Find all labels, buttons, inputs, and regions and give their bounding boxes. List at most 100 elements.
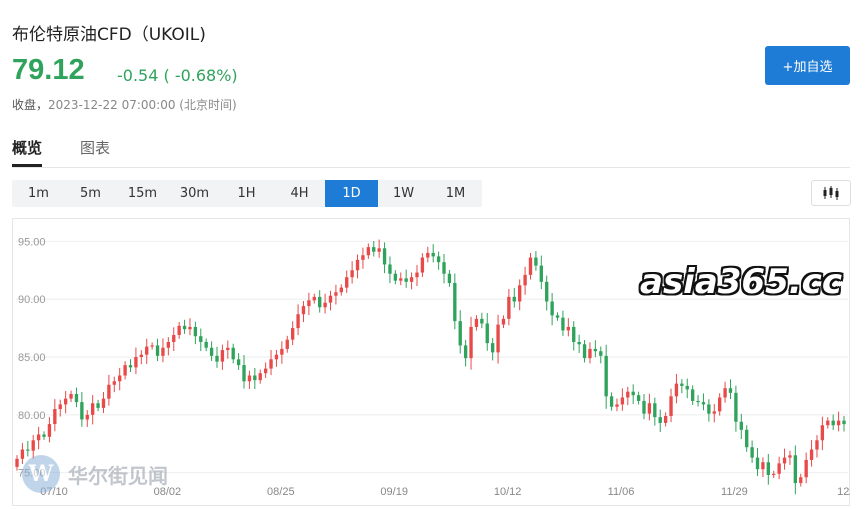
candle-body-133 bbox=[734, 392, 738, 422]
candle-body-2 bbox=[26, 449, 30, 451]
candle-body-77 bbox=[431, 252, 435, 257]
candle-body-39 bbox=[226, 347, 230, 351]
candle-body-98 bbox=[545, 281, 549, 302]
period-4h[interactable]: 4H bbox=[290, 186, 309, 201]
candle-body-3 bbox=[31, 440, 35, 451]
candle-body-4 bbox=[36, 434, 41, 441]
candle-body-99 bbox=[550, 301, 554, 316]
candle-body-67 bbox=[377, 248, 381, 252]
candle-body-104 bbox=[577, 341, 581, 345]
candle-body-140 bbox=[772, 473, 776, 475]
candle-body-100 bbox=[555, 315, 560, 318]
candle-body-31 bbox=[182, 325, 187, 330]
candle-body-126 bbox=[696, 400, 700, 403]
candle-body-72 bbox=[404, 278, 408, 282]
candle-body-43 bbox=[247, 375, 252, 382]
candle-body-136 bbox=[750, 447, 754, 458]
candle-body-148 bbox=[815, 440, 819, 450]
last-price: 79.12 bbox=[12, 54, 85, 86]
candle-body-120 bbox=[663, 415, 668, 423]
candle-body-41 bbox=[236, 359, 241, 366]
candle-body-55 bbox=[312, 296, 316, 301]
candle-body-25 bbox=[150, 345, 154, 347]
candle-body-78 bbox=[436, 256, 441, 263]
candle-body-83 bbox=[463, 345, 468, 359]
candle-body-142 bbox=[782, 457, 787, 464]
x-tick-label-3: 09/19 bbox=[380, 486, 408, 498]
candle-body-0 bbox=[15, 458, 19, 467]
period-selector: 1m 5m 15m 30m 1H 4H 1D 1W 1M bbox=[12, 180, 482, 207]
chart-type-button[interactable] bbox=[811, 180, 851, 206]
candle-body-52 bbox=[296, 314, 300, 329]
candle-body-150 bbox=[826, 420, 830, 426]
quote-meta: 收盘，2023-12-22 07:00:00 (北京时间) bbox=[12, 96, 237, 113]
candle-body-87 bbox=[485, 323, 489, 344]
add-watchlist-button[interactable]: +加自选 bbox=[765, 46, 850, 85]
candle-body-90 bbox=[501, 318, 506, 325]
candle-body-118 bbox=[653, 403, 657, 418]
tab-overview[interactable]: 概览 bbox=[12, 139, 43, 167]
candle-body-45 bbox=[258, 373, 262, 381]
candle-body-144 bbox=[793, 455, 798, 484]
candle-body-57 bbox=[323, 302, 327, 308]
period-1d[interactable]: 1D bbox=[325, 180, 378, 207]
candle-body-95 bbox=[528, 257, 533, 275]
candle-body-128 bbox=[707, 404, 711, 414]
candle-body-46 bbox=[263, 368, 268, 374]
tab-chart[interactable]: 图表 bbox=[80, 139, 111, 157]
candle-body-68 bbox=[382, 248, 387, 265]
candle-body-109 bbox=[604, 355, 608, 397]
candle-body-122 bbox=[674, 383, 679, 397]
candle-body-123 bbox=[680, 383, 684, 386]
candle-body-107 bbox=[593, 348, 598, 352]
candle-body-93 bbox=[518, 285, 522, 302]
candle-body-149 bbox=[820, 425, 825, 441]
candle-body-129 bbox=[712, 411, 716, 414]
chart-frame bbox=[12, 218, 850, 506]
candle-body-61 bbox=[345, 277, 349, 288]
candle-body-74 bbox=[415, 272, 419, 278]
y-tick-label-3: 80.00 bbox=[18, 410, 46, 422]
candle-body-106 bbox=[588, 348, 592, 359]
candle-body-1 bbox=[20, 449, 25, 459]
price-chart[interactable]: 95.0090.0085.0080.0075.0007/1008/0208/25… bbox=[12, 218, 850, 506]
candle-body-20 bbox=[123, 365, 127, 376]
period-1w[interactable]: 1W bbox=[392, 186, 415, 201]
period-1m[interactable]: 1m bbox=[28, 186, 49, 201]
candle-body-54 bbox=[307, 300, 311, 307]
x-tick-label-4: 10/12 bbox=[494, 486, 522, 498]
x-tick-label-2: 08/25 bbox=[267, 486, 295, 498]
candle-body-113 bbox=[626, 391, 630, 398]
period-5m[interactable]: 5m bbox=[80, 186, 101, 201]
candle-body-135 bbox=[745, 429, 749, 448]
price-change: -0.54 ( -0.68%) bbox=[117, 66, 238, 85]
candle-body-88 bbox=[490, 343, 495, 353]
candle-body-151 bbox=[831, 420, 835, 426]
candle-body-16 bbox=[101, 398, 106, 408]
period-15m[interactable]: 15m bbox=[127, 186, 158, 201]
candle-body-86 bbox=[480, 318, 484, 324]
candle-body-143 bbox=[788, 455, 792, 458]
candle-body-89 bbox=[496, 324, 500, 353]
candle-body-130 bbox=[718, 397, 722, 412]
candle-body-50 bbox=[285, 339, 289, 349]
x-tick-label-1: 08/02 bbox=[154, 486, 182, 498]
view-tabs: 概览 图表 bbox=[12, 137, 850, 168]
candle-body-97 bbox=[539, 265, 543, 282]
candle-body-60 bbox=[339, 287, 343, 293]
period-1mo[interactable]: 1M bbox=[445, 186, 466, 201]
candle-body-59 bbox=[334, 292, 338, 296]
candle-body-108 bbox=[599, 351, 603, 356]
candle-body-103 bbox=[572, 326, 576, 342]
candle-body-111 bbox=[615, 404, 619, 407]
candle-body-102 bbox=[566, 326, 571, 331]
candle-body-19 bbox=[118, 375, 122, 382]
candle-body-17 bbox=[107, 384, 111, 399]
period-1h[interactable]: 1H bbox=[237, 186, 256, 201]
candle-body-121 bbox=[669, 396, 673, 416]
candle-body-82 bbox=[458, 321, 462, 346]
candle-body-114 bbox=[631, 391, 635, 396]
candle-body-37 bbox=[215, 355, 219, 362]
candle-body-49 bbox=[280, 348, 284, 355]
period-30m[interactable]: 30m bbox=[179, 186, 210, 201]
